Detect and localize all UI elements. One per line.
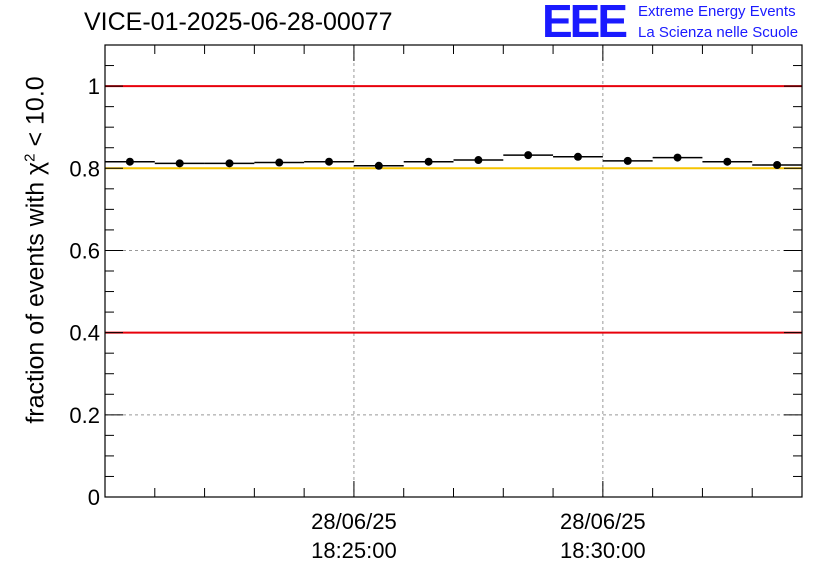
data-point bbox=[474, 156, 483, 165]
eee-logo: EEE bbox=[542, 0, 628, 47]
y-tick-label: 0.2 bbox=[69, 403, 100, 428]
data-point bbox=[175, 159, 184, 168]
data-point bbox=[275, 158, 284, 167]
data-point bbox=[723, 157, 732, 166]
y-tick-label: 1 bbox=[88, 74, 100, 99]
x-tick-label-date: 28/06/25 bbox=[560, 509, 646, 534]
x-tick-label-date: 28/06/25 bbox=[311, 509, 397, 534]
chart-title: VICE-01-2025-06-28-00077 bbox=[84, 8, 393, 36]
y-tick-label: 0 bbox=[88, 485, 100, 510]
logo-subtitle-2: La Scienza nelle Scuole bbox=[638, 24, 799, 41]
logo-subtitle-1: Extreme Energy Events bbox=[638, 3, 796, 20]
x-tick-label-time: 18:25:00 bbox=[311, 538, 397, 563]
data-point bbox=[424, 157, 433, 166]
data-point bbox=[623, 156, 632, 165]
y-tick-label: 0.8 bbox=[69, 156, 100, 181]
data-point bbox=[325, 157, 334, 166]
plot-frame bbox=[104, 44, 803, 498]
y-tick-label: 0.6 bbox=[69, 238, 100, 263]
x-tick-label-time: 18:30:00 bbox=[560, 538, 646, 563]
data-point bbox=[524, 151, 533, 160]
data-point bbox=[673, 153, 682, 162]
data-point bbox=[773, 160, 782, 169]
data-point bbox=[573, 152, 582, 161]
data-point bbox=[374, 161, 383, 170]
y-tick-label: 0.4 bbox=[69, 321, 100, 346]
data-point bbox=[225, 159, 234, 168]
data-point bbox=[125, 157, 134, 166]
